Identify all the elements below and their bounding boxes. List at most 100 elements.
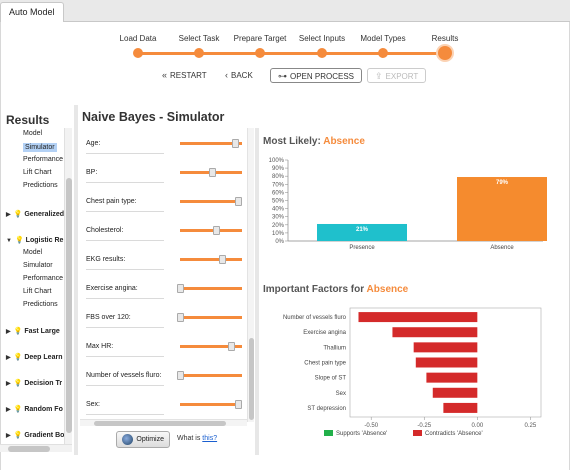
attribute-slider-thumb[interactable] [177,371,184,380]
tree-group-6[interactable]: ▶ 💡 Gradient Bo [6,431,64,439]
attribute-slider[interactable] [180,345,242,348]
important-factors-title: Important Factors for Absence [263,284,408,295]
tree-horizontal-scrollbar[interactable] [0,444,72,452]
attribute-slider[interactable] [180,316,242,319]
tree-subitem-predictions[interactable]: Predictions [23,301,58,308]
tree-item-predictions[interactable]: Predictions [23,182,58,189]
open-process-button[interactable]: ⊶ OPEN PROCESS [270,68,363,83]
left-splitter[interactable] [74,105,78,455]
attribute-slider-thumb[interactable] [232,139,240,148]
legend-label-supports: Supports 'Absence' [336,431,387,437]
y-tick-label: 90% [272,166,285,172]
x-tick-label: Absence [490,245,514,251]
step-dot-3[interactable] [317,48,327,58]
step-label-2[interactable]: Prepare Target [233,34,287,43]
x-tick-label: Presence [349,245,375,251]
attribute-slider[interactable] [180,142,242,145]
legend-swatch-contradicts [413,430,422,436]
tree-subitem-performance[interactable]: Performance [23,275,64,282]
tree-subitem-model[interactable]: Model [23,249,43,256]
triangle-right-icon[interactable]: ▶ [6,355,11,361]
step-dot-5[interactable] [438,46,452,60]
restart-button[interactable]: «RESTART [162,68,207,83]
triangle-right-icon[interactable]: ▶ [6,433,11,439]
step-dot-0[interactable] [133,48,143,58]
back-button[interactable]: ‹ BACK [225,68,253,83]
factor-bar [392,327,478,338]
factor-bar [358,312,478,323]
simulator-vertical-scroll-thumb[interactable] [249,338,254,420]
middle-splitter[interactable] [255,128,259,455]
tree-item-simulator[interactable]: Simulator [23,143,57,152]
factor-label: Thallium [323,345,346,351]
triangle-right-icon[interactable]: ▶ [6,407,11,413]
simulator-horizontal-scrollbar[interactable] [80,419,247,426]
attribute-underline [86,298,164,299]
lightbulb-icon: 💡 [13,432,23,439]
tree-vertical-scroll-thumb[interactable] [66,178,72,433]
legend-swatch-supports [324,430,333,436]
triangle-right-icon[interactable]: ▶ [6,329,11,335]
attribute-slider-thumb[interactable] [218,255,226,264]
attribute-slider[interactable] [180,200,242,203]
optimize-icon [122,434,133,445]
tree-horizontal-scroll-thumb[interactable] [8,446,50,452]
attribute-slider[interactable] [180,374,242,377]
step-dot-2[interactable] [255,48,265,58]
attribute-slider-thumb[interactable] [208,168,216,177]
tree-group-4[interactable]: ▶ 💡 Decision Tr [6,379,62,387]
attribute-underline [86,356,164,357]
y-tick-label: 10% [272,231,285,237]
factor-bar [415,357,478,368]
tree-item-model[interactable]: Model [23,130,43,137]
step-dot-1[interactable] [194,48,204,58]
step-label-5[interactable]: Results [431,34,459,43]
step-dot-4[interactable] [378,48,388,58]
tree-vertical-scrollbar[interactable] [64,128,72,444]
process-icon: ⊶ [278,71,287,81]
tree-group-2[interactable]: ▶ 💡 Fast Large [6,327,60,335]
triangle-down-icon[interactable]: ▼ [6,238,12,244]
tree-subitem-simulator[interactable]: Simulator [23,262,53,269]
attribute-slider[interactable] [180,403,242,406]
step-label-3[interactable]: Select Inputs [298,34,346,43]
tree-item-performance[interactable]: Performance [23,156,64,163]
tree-subitem-lift-chart[interactable]: Lift Chart [23,288,52,295]
attribute-label: Age: [86,140,101,147]
simulator-horizontal-scroll-thumb[interactable] [94,421,226,426]
step-label-1[interactable]: Select Task [178,34,220,43]
y-tick-label: 30% [272,215,285,221]
attribute-slider-thumb[interactable] [177,284,184,293]
attribute-slider-thumb[interactable] [235,400,242,409]
attribute-slider-thumb[interactable] [212,226,220,235]
tree-group-0[interactable]: ▶ 💡 Generalized [6,210,64,218]
y-tick-label: 80% [272,174,285,180]
step-label-0[interactable]: Load Data [119,34,157,43]
tree-item-lift-chart[interactable]: Lift Chart [23,169,52,176]
attribute-slider-thumb[interactable] [228,342,236,351]
lightbulb-icon: 💡 [13,380,23,387]
attribute-slider[interactable] [180,229,242,232]
export-label: EXPORT [385,72,419,81]
back-label: BACK [231,71,253,80]
attribute-slider[interactable] [180,287,242,290]
attribute-slider-thumb[interactable] [235,197,242,206]
export-button[interactable]: ⇪ EXPORT [367,68,427,83]
tree-group-5[interactable]: ▶ 💡 Random Fo [6,405,63,413]
what-is-this-link[interactable]: this? [202,435,218,442]
tree-group-1[interactable]: ▼ 💡 Logistic Re [6,236,63,244]
factor-label: Sex [336,391,346,397]
lightbulb-icon: 💡 [13,211,23,218]
tree-group-3[interactable]: ▶ 💡 Deep Learn [6,353,62,361]
export-icon: ⇪ [375,71,383,81]
triangle-right-icon[interactable]: ▶ [6,212,11,218]
optimize-button[interactable]: Optimize [116,431,170,448]
stepper-line [138,52,445,55]
attribute-slider-thumb[interactable] [177,313,184,322]
y-tick-label: 70% [272,182,285,188]
step-label-4[interactable]: Model Types [360,34,406,43]
triangle-right-icon[interactable]: ▶ [6,381,11,387]
tab-auto-model[interactable]: Auto Model [0,2,64,22]
simulator-vertical-scrollbar[interactable] [247,128,254,422]
attribute-slider[interactable] [180,258,242,261]
